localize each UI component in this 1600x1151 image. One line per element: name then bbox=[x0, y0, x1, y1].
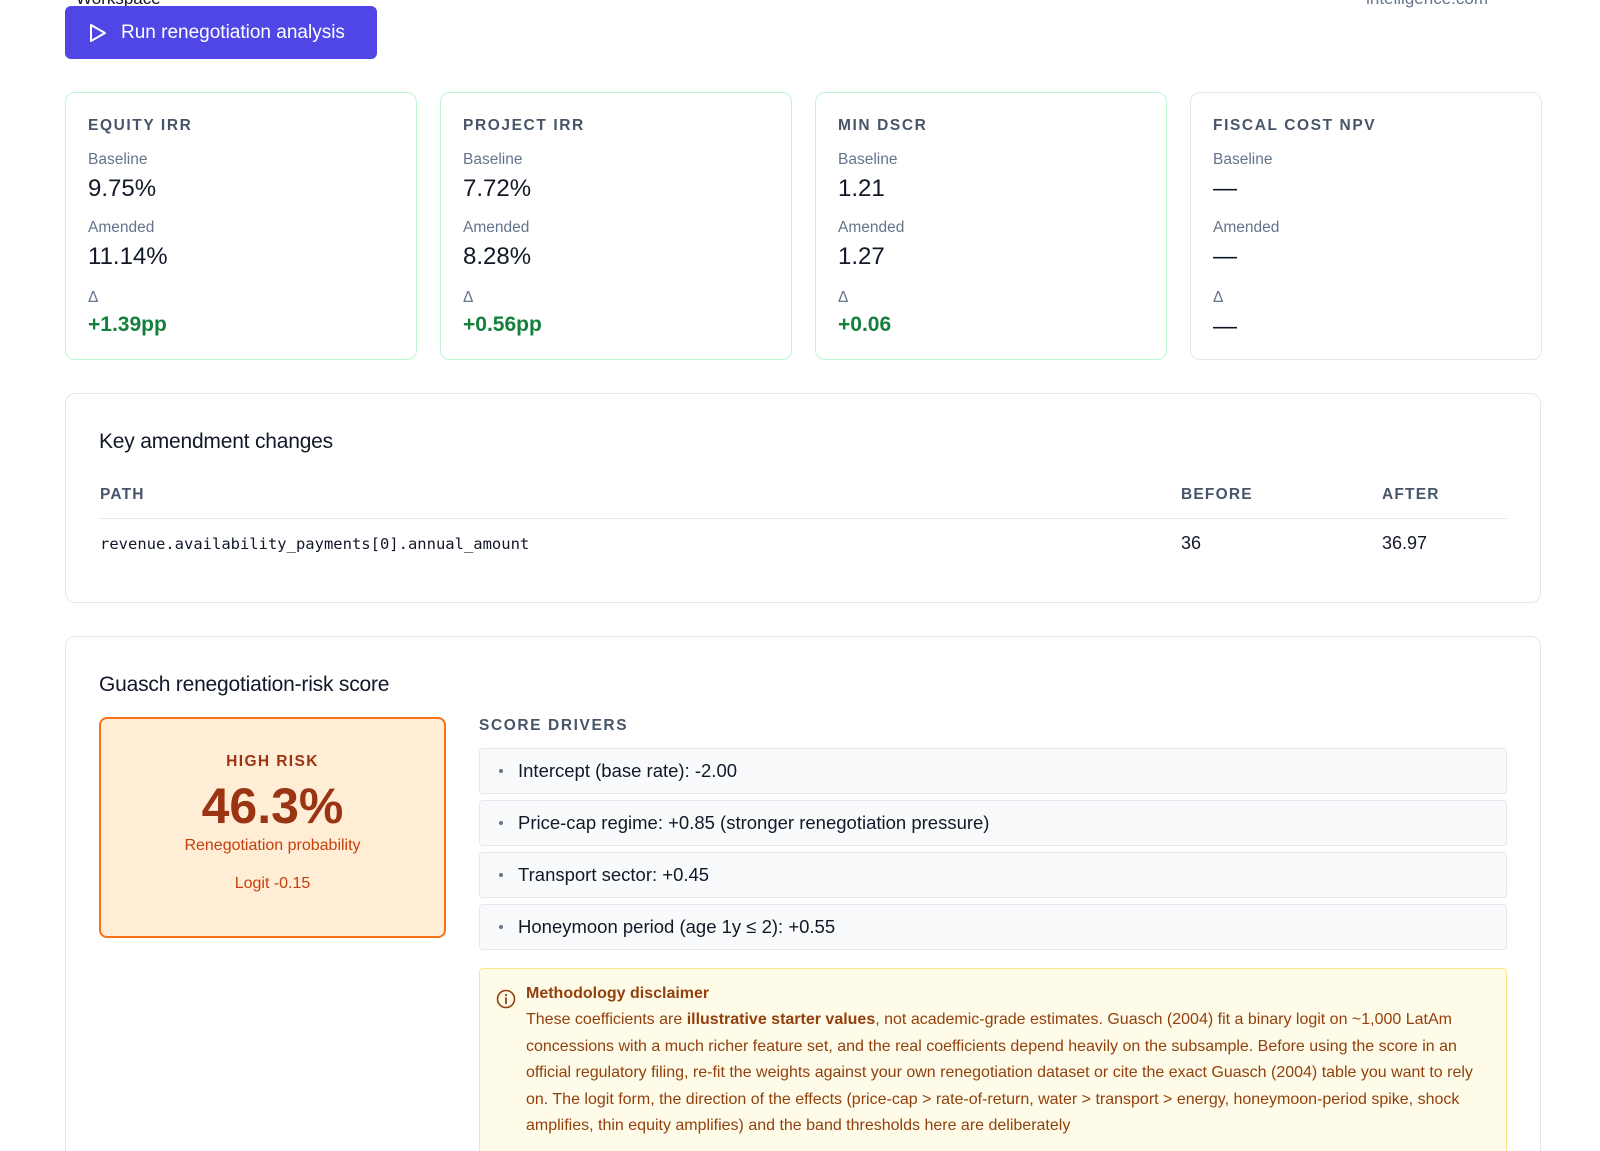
cell-before: 36 bbox=[1181, 533, 1202, 553]
amended-value: — bbox=[1213, 243, 1237, 270]
list-item: Intercept (base rate): -2.00 bbox=[479, 748, 1507, 794]
table-row: revenue.availability_payments[0].annual_… bbox=[99, 519, 1507, 569]
baseline-label: Baseline bbox=[1213, 151, 1273, 168]
baseline-value: 9.75% bbox=[88, 175, 157, 202]
cell-path: revenue.availability_payments[0].annual_… bbox=[100, 534, 530, 553]
baseline-label: Baseline bbox=[838, 151, 898, 168]
metric-title: PROJECT IRR bbox=[463, 117, 585, 134]
info-icon bbox=[496, 989, 516, 1009]
risk-logit: Logit -0.15 bbox=[234, 875, 311, 892]
amended-value: 8.28% bbox=[463, 243, 532, 270]
metric-card-min-dscr: MIN DSCR Baseline 1.21 Amended 1.27 Δ +0… bbox=[815, 92, 1167, 360]
driver-list: Intercept (base rate): -2.00 Price-cap r… bbox=[479, 748, 1507, 950]
amended-label: Amended bbox=[1213, 219, 1280, 236]
risk-probability: 46.3% bbox=[201, 778, 344, 834]
disclaimer-text: These coefficients are illustrative star… bbox=[526, 1007, 1488, 1140]
metric-title: EQUITY IRR bbox=[88, 117, 193, 134]
baseline-label: Baseline bbox=[88, 151, 148, 168]
bullet-icon bbox=[499, 873, 503, 877]
methodology-disclaimer: Methodology disclaimer These coefficient… bbox=[479, 968, 1507, 1151]
list-item: Transport sector: +0.45 bbox=[479, 852, 1507, 898]
delta-value: — bbox=[1213, 313, 1237, 340]
risk-score-card: HIGH RISK 46.3% Renegotiation probabilit… bbox=[99, 717, 446, 938]
list-item: Price-cap regime: +0.85 (stronger renego… bbox=[479, 800, 1507, 846]
amended-label: Amended bbox=[463, 219, 530, 236]
delta-label: Δ bbox=[463, 289, 474, 306]
delta-value: +1.39pp bbox=[88, 313, 167, 336]
list-item: Honeymoon period (age 1y ≤ 2): +0.55 bbox=[479, 904, 1507, 950]
panel-title: Key amendment changes bbox=[99, 430, 333, 453]
drivers-title: SCORE DRIVERS bbox=[479, 717, 629, 734]
driver-text: Transport sector: +0.45 bbox=[518, 864, 710, 885]
metric-title: FISCAL COST NPV bbox=[1213, 117, 1377, 134]
risk-probability-label: Renegotiation probability bbox=[184, 837, 361, 854]
baseline-value: — bbox=[1213, 175, 1237, 202]
cell-after: 36.97 bbox=[1382, 533, 1428, 553]
risk-level-badge: HIGH RISK bbox=[226, 753, 319, 770]
amended-label: Amended bbox=[838, 219, 905, 236]
workspace-label: Workspace bbox=[76, 0, 161, 9]
domain-label: intelligence.com bbox=[1366, 0, 1488, 9]
panel-title: Guasch renegotiation-risk score bbox=[99, 673, 390, 696]
baseline-value: 1.21 bbox=[838, 175, 885, 202]
metric-card-project-irr: PROJECT IRR Baseline 7.72% Amended 8.28%… bbox=[440, 92, 792, 360]
metric-title: MIN DSCR bbox=[838, 117, 928, 134]
disclaimer-title: Methodology disclaimer bbox=[526, 985, 710, 1002]
baseline-label: Baseline bbox=[463, 151, 523, 168]
table-header-row: PATH BEFORE AFTER bbox=[99, 480, 1507, 519]
metrics-row: EQUITY IRR Baseline 9.75% Amended 11.14%… bbox=[65, 92, 1542, 360]
delta-label: Δ bbox=[838, 289, 849, 306]
amended-value: 1.27 bbox=[838, 243, 885, 270]
amended-value: 11.14% bbox=[88, 243, 168, 270]
delta-value: +0.56pp bbox=[463, 313, 542, 336]
bullet-icon bbox=[499, 769, 503, 773]
driver-text: Intercept (base rate): -2.00 bbox=[518, 760, 738, 781]
metric-card-fiscal-cost-npv: FISCAL COST NPV Baseline — Amended — Δ — bbox=[1190, 92, 1542, 360]
baseline-value: 7.72% bbox=[463, 175, 532, 202]
column-header-path: PATH bbox=[99, 480, 1180, 519]
driver-text: Honeymoon period (age 1y ≤ 2): +0.55 bbox=[518, 916, 836, 937]
changes-table: PATH BEFORE AFTER revenue.availability_p… bbox=[99, 480, 1507, 568]
metric-card-equity-irr: EQUITY IRR Baseline 9.75% Amended 11.14%… bbox=[65, 92, 417, 360]
score-drivers: SCORE DRIVERS Intercept (base rate): -2.… bbox=[479, 717, 1507, 1151]
amended-label: Amended bbox=[88, 219, 155, 236]
disclaimer-text-bold: illustrative starter values bbox=[686, 1011, 876, 1028]
risk-score-panel: Guasch renegotiation-risk score HIGH RIS… bbox=[65, 636, 1541, 1151]
disclaimer-text-pre: These coefficients are bbox=[526, 1011, 687, 1028]
play-icon bbox=[90, 23, 106, 42]
column-header-after: AFTER bbox=[1381, 480, 1507, 519]
run-analysis-label: Run renegotiation analysis bbox=[121, 21, 345, 43]
bullet-icon bbox=[499, 821, 503, 825]
disclaimer-text-post: , not academic-grade estimates. Guasch (… bbox=[526, 1011, 1473, 1134]
amendment-changes-panel: Key amendment changes PATH BEFORE AFTER … bbox=[65, 393, 1541, 603]
run-analysis-button[interactable]: Run renegotiation analysis bbox=[65, 6, 377, 59]
delta-label: Δ bbox=[1213, 289, 1224, 306]
bullet-icon bbox=[499, 925, 503, 929]
driver-text: Price-cap regime: +0.85 (stronger renego… bbox=[518, 812, 990, 833]
delta-value: +0.06 bbox=[838, 313, 892, 336]
column-header-before: BEFORE bbox=[1180, 480, 1381, 519]
delta-label: Δ bbox=[88, 289, 99, 306]
